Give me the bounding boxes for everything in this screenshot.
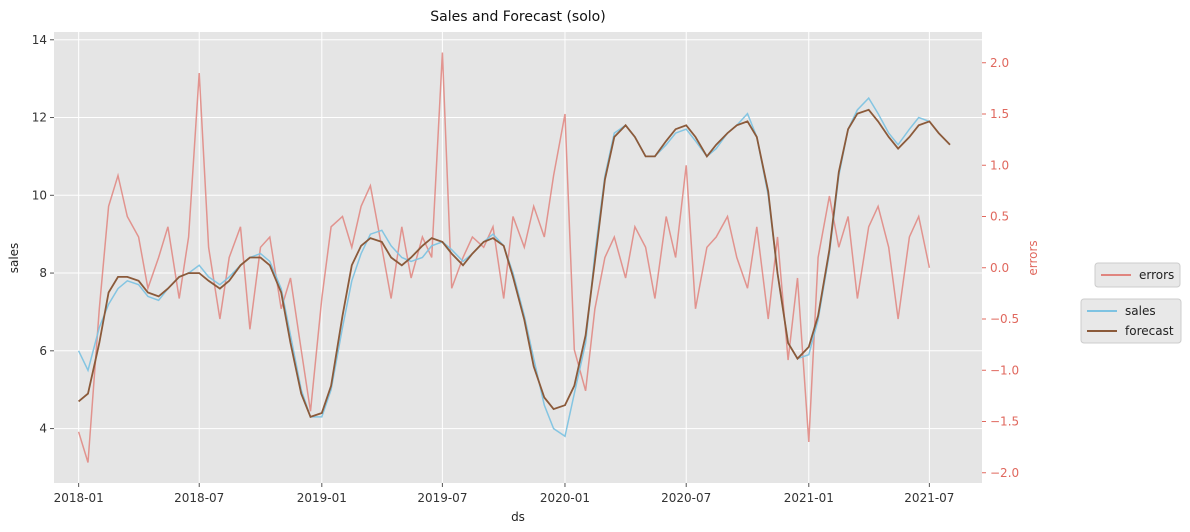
y-tick-label: 12 [32, 111, 47, 125]
x-tick-label: 2021-01 [784, 491, 834, 505]
y-axis-left: 4 6 8 10 12 14 [32, 33, 54, 436]
y2-tick-label: 1.5 [990, 107, 1009, 121]
plot-area [54, 32, 982, 483]
gridlines [54, 32, 982, 483]
y2-tick-label: 0.0 [990, 261, 1009, 275]
y2-tick-label: −0.5 [990, 312, 1019, 326]
legend-errors-box [1094, 262, 1181, 288]
y-tick-label: 8 [39, 266, 47, 280]
y-axis-right: −2.0 −1.5 −1.0 −0.5 0.0 0.5 1.0 1.5 2.0 [982, 56, 1019, 480]
legend-errors-label: errors [1139, 268, 1174, 282]
legend-forecast-label: forecast [1125, 324, 1174, 338]
x-tick-label: 2021-07 [904, 491, 954, 505]
x-tick-label: 2018-07 [174, 491, 224, 505]
y2-tick-label: 2.0 [990, 56, 1009, 70]
y-tick-label: 4 [39, 422, 47, 436]
y2-tick-label: 0.5 [990, 210, 1009, 224]
forecast-line [78, 108, 951, 419]
y2-axis-label: errors [1026, 240, 1040, 275]
y-tick-label: 14 [32, 33, 47, 47]
y2-tick-label: −2.0 [990, 466, 1019, 480]
x-tick-label: 2020-01 [540, 491, 590, 505]
x-tick-label: 2019-01 [297, 491, 347, 505]
legend-sales-forecast: sales forecast [1080, 298, 1182, 344]
legend-sales-label: sales [1125, 304, 1156, 318]
x-tick-label: 2019-07 [417, 491, 467, 505]
legend-errors: errors [1094, 262, 1181, 288]
y-tick-label: 10 [32, 188, 47, 202]
y2-tick-label: −1.5 [990, 415, 1019, 429]
errors-line [77, 52, 931, 463]
series-errors [77, 52, 931, 463]
y2-tick-label: −1.0 [990, 363, 1019, 377]
x-axis-label: ds [511, 510, 525, 524]
y2-tick-label: 1.0 [990, 158, 1009, 172]
x-tick-label: 2018-01 [54, 491, 104, 505]
chart-title: Sales and Forecast (solo) [430, 9, 605, 25]
series-forecast [78, 108, 951, 419]
x-tick-label: 2020-07 [661, 491, 711, 505]
x-axis: 2018-01 2018-07 2019-01 2019-07 2020-01 2020-… [54, 483, 954, 505]
y-axis-label: sales [7, 243, 21, 274]
y-tick-label: 6 [39, 344, 47, 358]
